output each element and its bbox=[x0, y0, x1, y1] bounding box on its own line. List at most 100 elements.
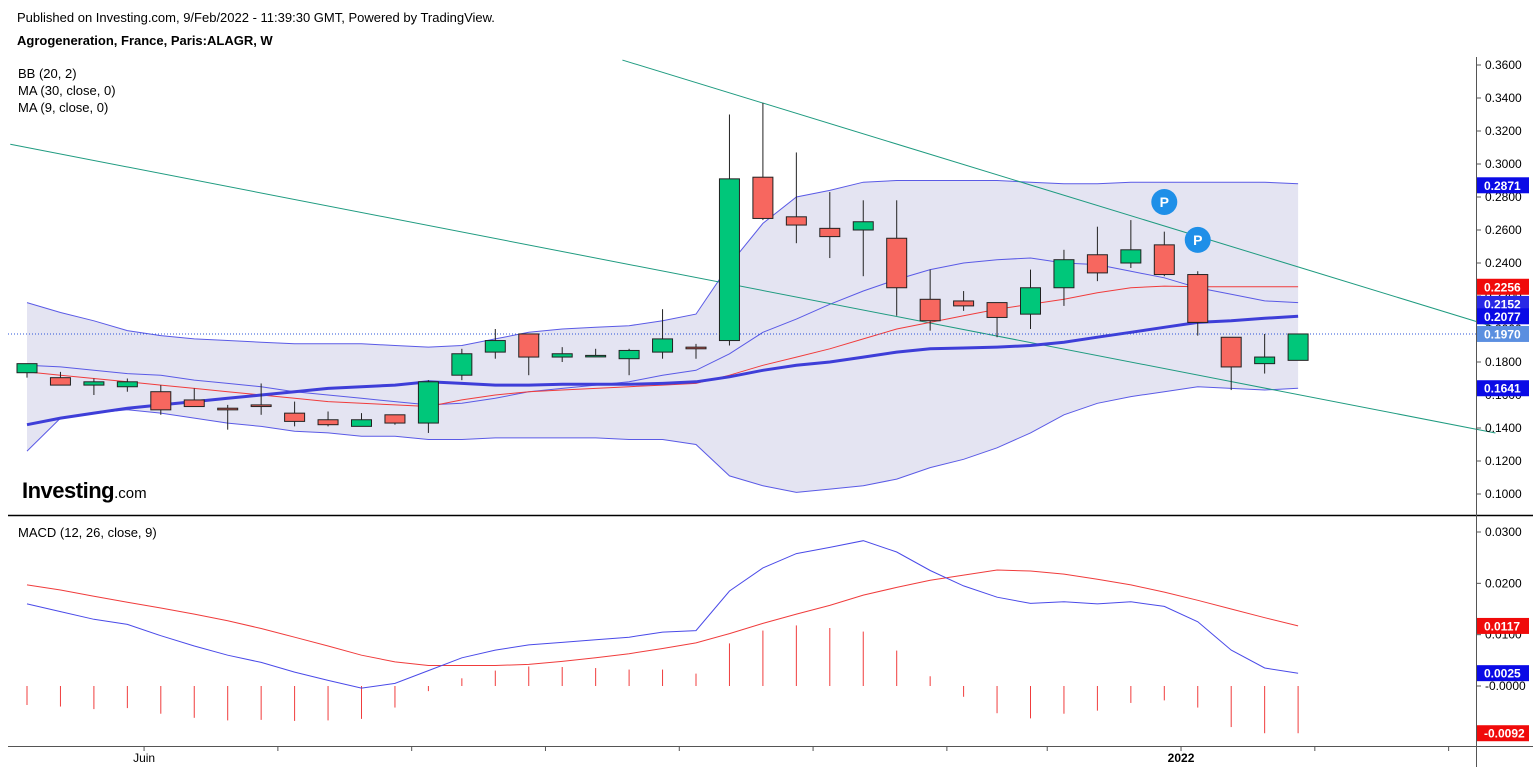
candle[interactable] bbox=[451, 348, 473, 381]
macd-axis-badge: 0.0117 bbox=[1477, 617, 1529, 634]
price-axis-badge: 0.1970 bbox=[1477, 325, 1529, 342]
candle[interactable] bbox=[484, 329, 506, 359]
axis-badge-text: 0.1970 bbox=[1484, 327, 1521, 341]
candle-body-up bbox=[1120, 249, 1142, 264]
candle-body-down bbox=[819, 227, 841, 238]
pivot-marker-layer: PP bbox=[1151, 188, 1211, 253]
price-tick-label: 0.1400 bbox=[1485, 421, 1522, 435]
candle[interactable] bbox=[1086, 226, 1108, 282]
candle[interactable] bbox=[718, 114, 740, 346]
candle-body-down bbox=[150, 391, 172, 411]
candle[interactable] bbox=[652, 309, 674, 359]
price-tick-label: 0.1800 bbox=[1485, 355, 1522, 369]
legend-macd[interactable]: MACD (12, 26, close, 9) bbox=[18, 525, 157, 540]
price-axis-badge: 0.2871 bbox=[1477, 177, 1529, 194]
candle[interactable] bbox=[1254, 333, 1276, 374]
axis-badge-text: 0.2871 bbox=[1484, 179, 1521, 193]
bb-lower-line bbox=[26, 386, 1299, 493]
price-tick-label: 0.3600 bbox=[1485, 58, 1522, 72]
price-tick-label: 0.2400 bbox=[1485, 256, 1522, 270]
candle-body-down bbox=[1153, 244, 1175, 276]
candle-body-up bbox=[351, 419, 372, 427]
candle-body-down bbox=[284, 412, 306, 422]
candle[interactable] bbox=[150, 385, 172, 415]
candle-body-down bbox=[250, 404, 272, 408]
candle[interactable] bbox=[1053, 249, 1075, 306]
candle[interactable] bbox=[752, 102, 774, 221]
candle-body-up bbox=[585, 354, 607, 358]
candle[interactable] bbox=[953, 291, 975, 311]
candle[interactable] bbox=[49, 371, 71, 386]
bb-middle-line bbox=[26, 257, 1299, 406]
axes-frame-layer bbox=[8, 57, 1533, 767]
published-caption: Published on Investing.com, 9/Feb/2022 -… bbox=[17, 10, 495, 25]
axis-badge-text: 0.2077 bbox=[1484, 310, 1521, 324]
candle[interactable] bbox=[518, 333, 540, 376]
candle-body-down bbox=[317, 419, 339, 426]
candle[interactable] bbox=[1287, 333, 1309, 361]
candle[interactable] bbox=[284, 401, 306, 427]
candle-body-down bbox=[953, 300, 975, 307]
axis-badge-bg bbox=[1477, 380, 1529, 397]
pivot-marker[interactable]: P bbox=[1151, 188, 1178, 215]
candle[interactable] bbox=[1153, 231, 1175, 277]
time-label: 2022 bbox=[1168, 751, 1195, 765]
candle[interactable] bbox=[618, 348, 640, 376]
legend-ma30[interactable]: MA (30, close, 0) bbox=[18, 83, 116, 98]
candle-body-down bbox=[752, 176, 774, 219]
trendline-1[interactable] bbox=[10, 143, 1496, 434]
candle[interactable] bbox=[1020, 269, 1041, 329]
price-tick-label: 0.1000 bbox=[1485, 487, 1522, 501]
candle[interactable] bbox=[116, 378, 138, 392]
candle[interactable] bbox=[852, 200, 874, 277]
legend-bb[interactable]: BB (20, 2) bbox=[18, 66, 77, 81]
candle[interactable] bbox=[1187, 271, 1209, 336]
investing-logo: Investing.com bbox=[22, 478, 147, 503]
candle-body-down bbox=[886, 237, 908, 289]
candle[interactable] bbox=[585, 348, 607, 358]
candle[interactable] bbox=[83, 378, 105, 396]
candle[interactable] bbox=[886, 200, 908, 316]
candle-body-down bbox=[183, 399, 205, 408]
candle-body-up bbox=[718, 178, 740, 342]
pivot-marker-label: P bbox=[1160, 194, 1169, 210]
axis-badge-text: 0.0025 bbox=[1484, 667, 1521, 681]
pivot-marker-label: P bbox=[1193, 232, 1202, 248]
candle[interactable] bbox=[417, 380, 439, 433]
candle[interactable] bbox=[685, 343, 707, 359]
candle[interactable] bbox=[919, 269, 941, 331]
macd-tick-label: 0.0300 bbox=[1485, 525, 1522, 539]
candle[interactable] bbox=[250, 383, 272, 415]
candle[interactable] bbox=[351, 413, 372, 427]
candle[interactable] bbox=[785, 152, 807, 244]
candle[interactable] bbox=[819, 192, 841, 259]
candle[interactable] bbox=[551, 347, 573, 362]
candle-body-down bbox=[785, 216, 807, 226]
macd-line bbox=[26, 540, 1299, 689]
candle-body-down bbox=[1187, 274, 1209, 323]
candle[interactable] bbox=[317, 411, 339, 427]
trendline-2[interactable] bbox=[622, 59, 1496, 328]
pivot-marker-circle bbox=[1184, 226, 1211, 253]
candle[interactable] bbox=[217, 404, 239, 430]
pivot-marker[interactable]: P bbox=[1184, 226, 1211, 253]
candle[interactable] bbox=[1220, 336, 1242, 391]
candle[interactable] bbox=[1120, 220, 1142, 268]
axis-badge-text: 0.2152 bbox=[1484, 297, 1521, 311]
moving-average-layer bbox=[26, 285, 1299, 427]
candle-body-down bbox=[217, 407, 239, 411]
price-axis-badge: 0.2152 bbox=[1477, 295, 1529, 312]
candle[interactable] bbox=[183, 388, 205, 408]
candle-body-down bbox=[986, 302, 1008, 318]
candle[interactable] bbox=[384, 414, 406, 425]
candle-body-up bbox=[83, 381, 105, 386]
candle-body-up bbox=[417, 381, 439, 424]
macd-tick-label: 0.0200 bbox=[1485, 576, 1522, 590]
candle[interactable] bbox=[16, 363, 38, 378]
candle-body-down bbox=[49, 377, 71, 386]
legend-ma9[interactable]: MA (9, close, 0) bbox=[18, 100, 109, 115]
candle[interactable] bbox=[986, 302, 1008, 338]
candle-body-up bbox=[116, 381, 138, 388]
candle-body-down bbox=[685, 346, 707, 350]
